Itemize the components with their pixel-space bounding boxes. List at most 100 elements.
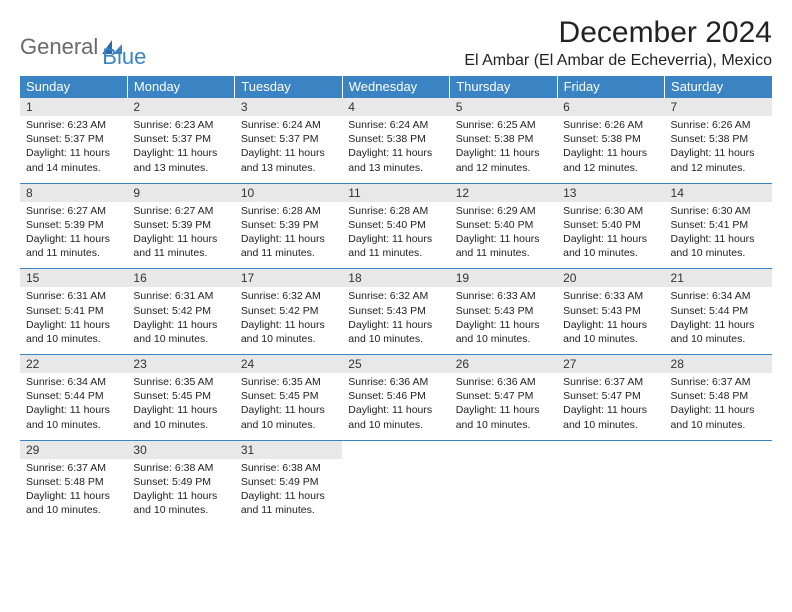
weekday-header: Tuesday [235, 76, 342, 98]
calendar-day-cell: 14Sunrise: 6:30 AMSunset: 5:41 PMDayligh… [665, 183, 772, 269]
day-number: 29 [20, 441, 127, 459]
day-details: Sunrise: 6:30 AMSunset: 5:41 PMDaylight:… [665, 202, 772, 269]
day-number: 19 [450, 269, 557, 287]
day-number: 12 [450, 184, 557, 202]
day-details: Sunrise: 6:32 AMSunset: 5:42 PMDaylight:… [235, 287, 342, 354]
day-details: Sunrise: 6:24 AMSunset: 5:37 PMDaylight:… [235, 116, 342, 183]
calendar-day-cell: 1Sunrise: 6:23 AMSunset: 5:37 PMDaylight… [20, 98, 127, 184]
day-details: Sunrise: 6:29 AMSunset: 5:40 PMDaylight:… [450, 202, 557, 269]
day-details: Sunrise: 6:25 AMSunset: 5:38 PMDaylight:… [450, 116, 557, 183]
calendar-day-cell: .. [557, 440, 664, 525]
day-details: Sunrise: 6:26 AMSunset: 5:38 PMDaylight:… [665, 116, 772, 183]
calendar-day-cell: 6Sunrise: 6:26 AMSunset: 5:38 PMDaylight… [557, 98, 664, 184]
calendar-day-cell: 26Sunrise: 6:36 AMSunset: 5:47 PMDayligh… [450, 355, 557, 441]
calendar-day-cell: 21Sunrise: 6:34 AMSunset: 5:44 PMDayligh… [665, 269, 772, 355]
calendar-day-cell: .. [342, 440, 449, 525]
calendar-day-cell: 12Sunrise: 6:29 AMSunset: 5:40 PMDayligh… [450, 183, 557, 269]
calendar-day-cell: 3Sunrise: 6:24 AMSunset: 5:37 PMDaylight… [235, 98, 342, 184]
day-number: 30 [127, 441, 234, 459]
day-number: 2 [127, 98, 234, 116]
calendar-day-cell: 30Sunrise: 6:38 AMSunset: 5:49 PMDayligh… [127, 440, 234, 525]
calendar-day-cell: 9Sunrise: 6:27 AMSunset: 5:39 PMDaylight… [127, 183, 234, 269]
calendar-week-row: 8Sunrise: 6:27 AMSunset: 5:39 PMDaylight… [20, 183, 772, 269]
day-number: 24 [235, 355, 342, 373]
day-details: Sunrise: 6:34 AMSunset: 5:44 PMDaylight:… [665, 287, 772, 354]
day-details: Sunrise: 6:31 AMSunset: 5:41 PMDaylight:… [20, 287, 127, 354]
day-details: Sunrise: 6:23 AMSunset: 5:37 PMDaylight:… [20, 116, 127, 183]
calendar-day-cell: 18Sunrise: 6:32 AMSunset: 5:43 PMDayligh… [342, 269, 449, 355]
month-title: December 2024 [464, 16, 772, 50]
day-number: 20 [557, 269, 664, 287]
day-number: 14 [665, 184, 772, 202]
day-details: Sunrise: 6:24 AMSunset: 5:38 PMDaylight:… [342, 116, 449, 183]
brand-logo: General Blue [20, 16, 146, 70]
day-number: 18 [342, 269, 449, 287]
day-number: 3 [235, 98, 342, 116]
calendar-week-row: 22Sunrise: 6:34 AMSunset: 5:44 PMDayligh… [20, 355, 772, 441]
day-details: Sunrise: 6:33 AMSunset: 5:43 PMDaylight:… [557, 287, 664, 354]
day-number: 4 [342, 98, 449, 116]
day-details: Sunrise: 6:37 AMSunset: 5:48 PMDaylight:… [665, 373, 772, 440]
calendar-table: SundayMondayTuesdayWednesdayThursdayFrid… [20, 76, 772, 525]
header: General Blue December 2024 El Ambar (El … [20, 16, 772, 70]
day-details: Sunrise: 6:28 AMSunset: 5:39 PMDaylight:… [235, 202, 342, 269]
day-number: 25 [342, 355, 449, 373]
day-number: 7 [665, 98, 772, 116]
day-number: 23 [127, 355, 234, 373]
day-details: Sunrise: 6:38 AMSunset: 5:49 PMDaylight:… [127, 459, 234, 526]
day-number: 11 [342, 184, 449, 202]
brand-word-2: Blue [102, 44, 146, 70]
calendar-day-cell: 17Sunrise: 6:32 AMSunset: 5:42 PMDayligh… [235, 269, 342, 355]
calendar-day-cell: .. [450, 440, 557, 525]
day-details: Sunrise: 6:35 AMSunset: 5:45 PMDaylight:… [235, 373, 342, 440]
calendar-day-cell: 11Sunrise: 6:28 AMSunset: 5:40 PMDayligh… [342, 183, 449, 269]
weekday-header: Monday [127, 76, 234, 98]
day-details: Sunrise: 6:23 AMSunset: 5:37 PMDaylight:… [127, 116, 234, 183]
day-details: Sunrise: 6:33 AMSunset: 5:43 PMDaylight:… [450, 287, 557, 354]
calendar-day-cell: 28Sunrise: 6:37 AMSunset: 5:48 PMDayligh… [665, 355, 772, 441]
calendar-day-cell: 8Sunrise: 6:27 AMSunset: 5:39 PMDaylight… [20, 183, 127, 269]
day-number: 22 [20, 355, 127, 373]
day-details: Sunrise: 6:27 AMSunset: 5:39 PMDaylight:… [127, 202, 234, 269]
day-number: 26 [450, 355, 557, 373]
calendar-day-cell: 22Sunrise: 6:34 AMSunset: 5:44 PMDayligh… [20, 355, 127, 441]
day-number: 13 [557, 184, 664, 202]
calendar-day-cell: 15Sunrise: 6:31 AMSunset: 5:41 PMDayligh… [20, 269, 127, 355]
day-details: Sunrise: 6:31 AMSunset: 5:42 PMDaylight:… [127, 287, 234, 354]
day-number: 28 [665, 355, 772, 373]
calendar-day-cell: 7Sunrise: 6:26 AMSunset: 5:38 PMDaylight… [665, 98, 772, 184]
weekday-header: Thursday [450, 76, 557, 98]
calendar-day-cell: 19Sunrise: 6:33 AMSunset: 5:43 PMDayligh… [450, 269, 557, 355]
calendar-day-cell: 10Sunrise: 6:28 AMSunset: 5:39 PMDayligh… [235, 183, 342, 269]
calendar-day-cell: 29Sunrise: 6:37 AMSunset: 5:48 PMDayligh… [20, 440, 127, 525]
day-details: Sunrise: 6:26 AMSunset: 5:38 PMDaylight:… [557, 116, 664, 183]
day-details: Sunrise: 6:37 AMSunset: 5:47 PMDaylight:… [557, 373, 664, 440]
calendar-day-cell: 25Sunrise: 6:36 AMSunset: 5:46 PMDayligh… [342, 355, 449, 441]
calendar-day-cell: 2Sunrise: 6:23 AMSunset: 5:37 PMDaylight… [127, 98, 234, 184]
calendar-day-cell: 27Sunrise: 6:37 AMSunset: 5:47 PMDayligh… [557, 355, 664, 441]
calendar-day-cell: 5Sunrise: 6:25 AMSunset: 5:38 PMDaylight… [450, 98, 557, 184]
calendar-day-cell: 16Sunrise: 6:31 AMSunset: 5:42 PMDayligh… [127, 269, 234, 355]
day-details: Sunrise: 6:36 AMSunset: 5:47 PMDaylight:… [450, 373, 557, 440]
weekday-header: Wednesday [342, 76, 449, 98]
calendar-day-cell: 23Sunrise: 6:35 AMSunset: 5:45 PMDayligh… [127, 355, 234, 441]
brand-word-1: General [20, 34, 98, 60]
calendar-day-cell: 13Sunrise: 6:30 AMSunset: 5:40 PMDayligh… [557, 183, 664, 269]
day-number: 27 [557, 355, 664, 373]
day-number: 10 [235, 184, 342, 202]
day-number: 9 [127, 184, 234, 202]
calendar-day-cell: 4Sunrise: 6:24 AMSunset: 5:38 PMDaylight… [342, 98, 449, 184]
calendar-week-row: 1Sunrise: 6:23 AMSunset: 5:37 PMDaylight… [20, 98, 772, 184]
calendar-header-row: SundayMondayTuesdayWednesdayThursdayFrid… [20, 76, 772, 98]
day-details: Sunrise: 6:38 AMSunset: 5:49 PMDaylight:… [235, 459, 342, 526]
calendar-body: 1Sunrise: 6:23 AMSunset: 5:37 PMDaylight… [20, 98, 772, 526]
day-details: Sunrise: 6:32 AMSunset: 5:43 PMDaylight:… [342, 287, 449, 354]
day-details: Sunrise: 6:35 AMSunset: 5:45 PMDaylight:… [127, 373, 234, 440]
day-number: 8 [20, 184, 127, 202]
day-number: 1 [20, 98, 127, 116]
day-number: 16 [127, 269, 234, 287]
day-details: Sunrise: 6:27 AMSunset: 5:39 PMDaylight:… [20, 202, 127, 269]
calendar-day-cell: 20Sunrise: 6:33 AMSunset: 5:43 PMDayligh… [557, 269, 664, 355]
day-details: Sunrise: 6:34 AMSunset: 5:44 PMDaylight:… [20, 373, 127, 440]
calendar-day-cell: 31Sunrise: 6:38 AMSunset: 5:49 PMDayligh… [235, 440, 342, 525]
